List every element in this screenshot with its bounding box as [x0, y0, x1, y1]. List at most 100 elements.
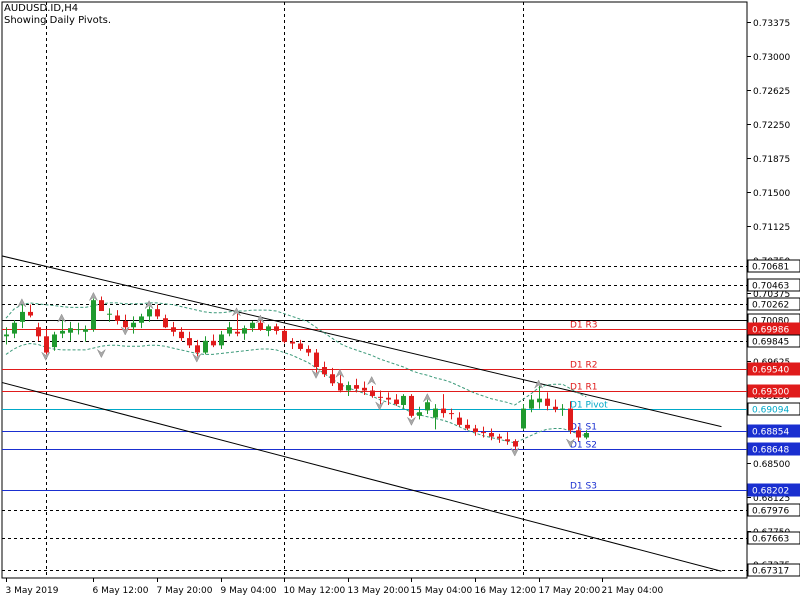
price-level-label: 0.70080 — [752, 317, 789, 327]
pivot-tag: D1 Pivot — [570, 401, 608, 411]
fractal-up-arrow — [89, 291, 98, 301]
candle-bear — [378, 396, 383, 398]
candle-bear — [235, 331, 240, 334]
fractal-down-arrow — [407, 417, 416, 426]
candle-bull — [529, 399, 534, 409]
fractal-up-arrow — [534, 379, 543, 389]
candle-bear — [497, 436, 502, 439]
price-level-label: 0.68854 — [752, 428, 789, 438]
candle-bear — [44, 336, 49, 353]
candle-bear — [481, 432, 486, 434]
candle-bear — [386, 397, 391, 400]
price-level-box — [747, 362, 800, 376]
candle-bear — [99, 300, 104, 312]
candle-bear — [338, 383, 343, 391]
candle-bull — [83, 329, 88, 332]
time-tick-label: 7 May 20:00 — [157, 586, 213, 596]
pivot-tag: D1 S1 — [570, 423, 597, 433]
candle-bear — [123, 320, 128, 328]
price-level-box — [747, 563, 800, 577]
candle-bear — [322, 367, 327, 375]
candle-bear — [362, 387, 367, 391]
candle-bear — [28, 311, 33, 316]
candle-bear — [115, 315, 120, 321]
candle-bear — [274, 326, 279, 331]
fractal-up-arrow — [232, 307, 241, 317]
price-level-box — [747, 483, 800, 497]
price-level-box — [747, 503, 800, 517]
candle-bull — [401, 395, 406, 405]
price-axis: 0.73375 0.73000 0.72625 0.72250 0.71875 0.715… — [747, 19, 800, 577]
candle-bull — [76, 329, 81, 331]
candle-bear — [258, 322, 263, 330]
candle-bull — [107, 313, 112, 315]
price-tick-label: 0.71125 — [753, 223, 790, 233]
candle-bear — [545, 398, 550, 406]
candle-bear — [314, 352, 319, 368]
price-level-box — [747, 402, 800, 416]
grid-layer — [1, 1, 748, 579]
candle-bear — [211, 340, 216, 346]
candle-bear — [489, 432, 494, 437]
candle-bull — [537, 398, 542, 403]
price-level-label: 0.70262 — [752, 301, 789, 311]
candle-bear — [290, 341, 295, 344]
time-tick-label: 10 May 12:00 — [284, 586, 346, 596]
price-level-box — [747, 384, 800, 398]
candle-bear — [36, 327, 41, 337]
pivot-tag: D1 S3 — [570, 482, 597, 492]
candle-bull — [131, 322, 136, 328]
candle-bear — [568, 408, 573, 431]
candle-bear — [163, 318, 168, 328]
candle-bull — [433, 408, 438, 418]
fractals-layer — [17, 291, 575, 457]
price-level-label: 0.68202 — [752, 487, 789, 497]
time-tick-label: 13 May 20:00 — [348, 586, 410, 596]
price-level-box — [747, 278, 800, 292]
time-tick-label: 3 May 2019 — [6, 586, 59, 596]
candle-bear — [330, 374, 335, 384]
plot-frame — [1, 1, 748, 579]
pivot-tag: D1 R1 — [570, 383, 598, 393]
price-level-label: 0.69540 — [752, 366, 789, 376]
chart-subtitle: Showing Daily Pivots. — [4, 15, 112, 26]
price-tick-label: 0.71500 — [753, 189, 790, 199]
fractal-up-arrow — [57, 313, 66, 323]
price-level-box — [747, 334, 800, 348]
candle-bull — [147, 309, 152, 317]
candle-bear — [306, 348, 311, 353]
fractal-down-arrow — [192, 353, 201, 363]
candle-bear — [465, 424, 470, 429]
price-level-box — [747, 297, 800, 311]
candle-bear — [155, 309, 160, 317]
candle-bull — [12, 322, 17, 334]
candle-bear — [179, 331, 184, 339]
price-level-label: 0.68648 — [752, 446, 789, 456]
candle-bull — [250, 322, 255, 329]
trendlines-layer — [2, 255, 722, 572]
price-level-label: 0.69845 — [752, 338, 789, 348]
candle-bull — [203, 340, 208, 353]
candle-bear — [553, 406, 558, 410]
fractal-down-arrow — [41, 352, 50, 361]
candle-bear — [457, 417, 462, 425]
pivot-tag: D1 R3 — [570, 321, 598, 331]
time-tick-label: 6 May 12:00 — [93, 586, 149, 596]
channel-lower — [2, 382, 722, 572]
candle-bull — [346, 385, 351, 391]
price-level-box — [747, 424, 800, 438]
fractal-up-arrow — [17, 298, 27, 307]
candle-bull — [20, 311, 25, 322]
channel-upper — [2, 255, 722, 428]
candle-bear — [394, 399, 399, 405]
candle-bear — [449, 413, 454, 415]
candle-bull — [219, 334, 224, 346]
price-tick-label: 0.70375 — [753, 290, 790, 300]
candle-bull — [60, 330, 65, 334]
price-level-label: 0.67663 — [752, 535, 789, 545]
pivot-tag: D1 S2 — [570, 441, 597, 451]
candle-bear — [354, 385, 359, 389]
fractal-down-arrow — [510, 447, 519, 457]
